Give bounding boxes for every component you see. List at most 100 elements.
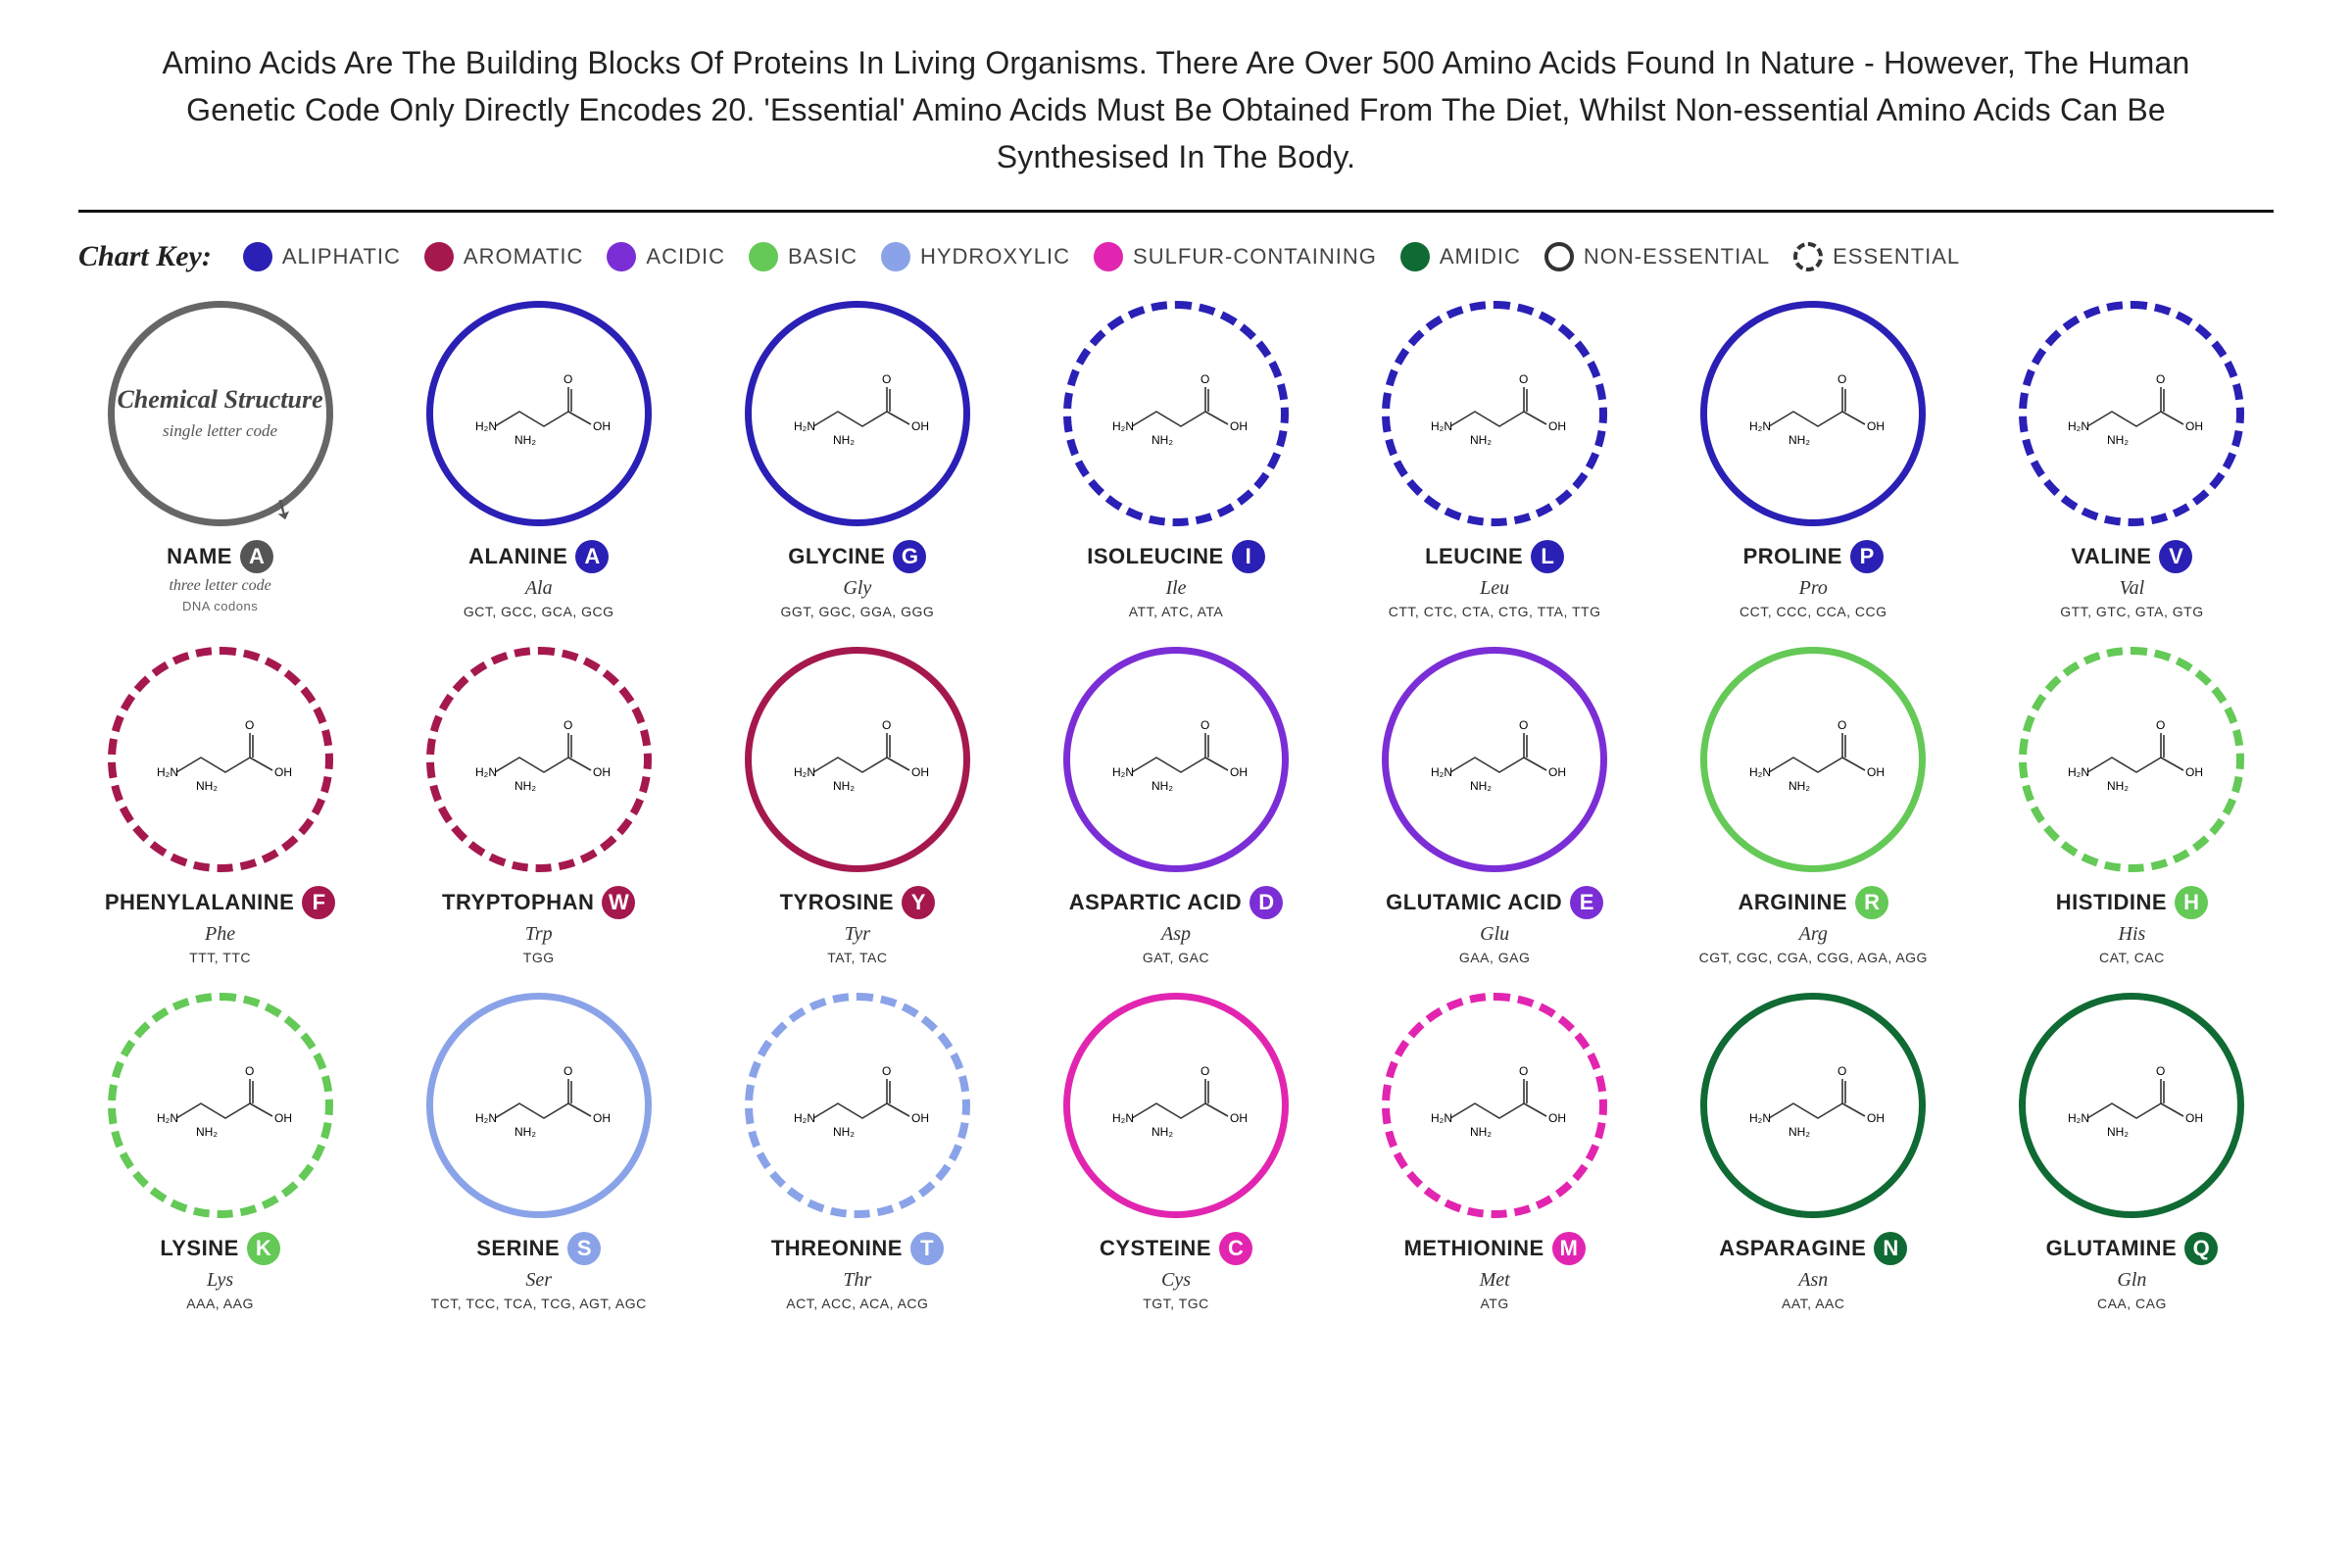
acid-letter-badge: I	[1232, 540, 1265, 573]
svg-text:O: O	[882, 718, 891, 732]
dashed-ring-icon	[1793, 242, 1823, 271]
chart-key: Chart Key: ALIPHATIC AROMATIC ACIDIC BAS…	[78, 240, 2274, 273]
acid-circle: H₂N O OH NH₂	[1063, 993, 1289, 1218]
acid-circle: H₂N O OH NH₂	[108, 647, 333, 872]
acid-name: PROLINE	[1743, 544, 1842, 569]
acid-codons: TGG	[523, 950, 555, 965]
svg-text:OH: OH	[1230, 1111, 1248, 1125]
svg-text:NH₂: NH₂	[2107, 433, 2129, 447]
legend-hydroxylic: HYDROXYLIC	[881, 242, 1070, 271]
acid-codons: GAA, GAG	[1459, 950, 1530, 965]
acid-codons: GTT, GTC, GTA, GTG	[2060, 604, 2203, 619]
svg-text:O: O	[1200, 1064, 1209, 1078]
svg-text:NH₂: NH₂	[1470, 779, 1492, 793]
acid-letter-badge: N	[1874, 1232, 1907, 1265]
legend-label: SULFUR-CONTAINING	[1133, 244, 1377, 270]
legend-label: HYDROXYLIC	[920, 244, 1070, 270]
acid-three-letter-code: Ser	[525, 1269, 552, 1292]
acid-name: ALANINE	[468, 544, 567, 569]
acid-codons: GGT, GGC, GGA, GGG	[780, 604, 934, 619]
chemical-structure-icon: H₂N O OH NH₂	[2058, 713, 2205, 807]
acid-circle: H₂N O OH NH₂	[108, 993, 333, 1218]
acid-codons: TCT, TCC, TCA, TCG, AGT, AGC	[431, 1296, 647, 1311]
chemical-structure-icon: H₂N O OH NH₂	[147, 1059, 294, 1152]
acid-codons: GCT, GCC, GCA, GCG	[464, 604, 614, 619]
legend-label: ESSENTIAL	[1833, 244, 1960, 270]
svg-text:O: O	[564, 718, 572, 732]
svg-text:NH₂: NH₂	[1470, 433, 1492, 447]
svg-text:O: O	[1200, 372, 1209, 386]
acid-name: GLUTAMINE	[2046, 1236, 2178, 1261]
acid-three-letter-code: Arg	[1799, 923, 1828, 946]
acid-card-i: H₂N O OH NH₂ ISOLEUCINE I Ile ATT, ATC, …	[1034, 301, 1317, 619]
acid-letter-badge: P	[1850, 540, 1884, 573]
svg-text:NH₂: NH₂	[2107, 779, 2129, 793]
svg-text:NH₂: NH₂	[1788, 1125, 1810, 1139]
svg-text:NH₂: NH₂	[514, 433, 536, 447]
acid-name: ARGININE	[1738, 890, 1847, 915]
svg-text:H₂N: H₂N	[1112, 419, 1134, 433]
acid-circle: H₂N O OH NH₂	[1382, 301, 1607, 526]
template-card: Chemical Structure single letter code ➘ …	[78, 301, 362, 619]
svg-text:H₂N: H₂N	[1749, 765, 1771, 779]
svg-text:NH₂: NH₂	[833, 433, 855, 447]
template-circle: Chemical Structure single letter code ➘	[108, 301, 333, 526]
acid-letter-badge: K	[247, 1232, 280, 1265]
svg-text:H₂N: H₂N	[157, 1111, 178, 1125]
svg-text:O: O	[245, 718, 254, 732]
ring-icon	[1544, 242, 1574, 271]
acid-three-letter-code: Lys	[207, 1269, 233, 1292]
acid-letter-badge: H	[2175, 886, 2208, 919]
chemical-structure-icon: H₂N O OH NH₂	[1740, 368, 1886, 461]
svg-text:NH₂: NH₂	[196, 779, 218, 793]
svg-text:NH₂: NH₂	[514, 779, 536, 793]
svg-text:NH₂: NH₂	[1152, 779, 1173, 793]
svg-text:OH: OH	[1548, 1111, 1566, 1125]
svg-text:H₂N: H₂N	[157, 765, 178, 779]
acid-name: VALINE	[2071, 544, 2151, 569]
divider-rule	[78, 210, 2274, 213]
acid-card-q: H₂N O OH NH₂ GLUTAMINE Q Gln CAA, CAG	[1990, 993, 2274, 1311]
acid-three-letter-code: Cys	[1161, 1269, 1191, 1292]
chemical-structure-icon: H₂N O OH NH₂	[2058, 368, 2205, 461]
acid-three-letter-code: Gln	[2117, 1269, 2146, 1292]
acid-circle: H₂N O OH NH₂	[1063, 647, 1289, 872]
svg-text:H₂N: H₂N	[2068, 419, 2089, 433]
svg-text:OH: OH	[1867, 1111, 1885, 1125]
acid-letter-badge: Y	[902, 886, 935, 919]
acid-card-m: H₂N O OH NH₂ METHIONINE M Met ATG	[1353, 993, 1637, 1311]
acid-circle: H₂N O OH NH₂	[2019, 647, 2244, 872]
legend-label: ACIDIC	[646, 244, 725, 270]
svg-text:O: O	[882, 372, 891, 386]
acid-letter-badge: M	[1552, 1232, 1586, 1265]
svg-text:O: O	[2156, 372, 2165, 386]
acid-three-letter-code: Asp	[1161, 923, 1191, 946]
acid-card-a: H₂N O OH NH₂ ALANINE A Ala GCT, GCC, GCA…	[397, 301, 680, 619]
acid-three-letter-code: His	[2119, 923, 2146, 946]
svg-text:H₂N: H₂N	[794, 1111, 815, 1125]
acid-letter-badge: T	[910, 1232, 944, 1265]
svg-text:OH: OH	[274, 765, 292, 779]
acid-letter-badge: W	[602, 886, 635, 919]
acid-card-v: H₂N O OH NH₂ VALINE V Val GTT, GTC, GTA,…	[1990, 301, 2274, 619]
chart-key-label: Chart Key:	[78, 240, 212, 273]
acid-codons: GAT, GAC	[1143, 950, 1209, 965]
svg-text:OH: OH	[593, 765, 611, 779]
acid-letter-badge: V	[2159, 540, 2192, 573]
svg-text:H₂N: H₂N	[475, 1111, 497, 1125]
acid-card-w: H₂N O OH NH₂ TRYPTOPHAN W Trp TGG	[397, 647, 680, 965]
svg-text:O: O	[1200, 718, 1209, 732]
template-codons: DNA codons	[182, 599, 258, 613]
legend-aliphatic: ALIPHATIC	[243, 242, 401, 271]
arrow-icon: ➘	[265, 489, 301, 528]
chemical-structure-icon: H₂N O OH NH₂	[784, 368, 931, 461]
svg-text:O: O	[1838, 718, 1846, 732]
svg-text:NH₂: NH₂	[833, 1125, 855, 1139]
svg-text:O: O	[1838, 372, 1846, 386]
acid-card-s: H₂N O OH NH₂ SERINE S Ser TCT, TCC, TCA,…	[397, 993, 680, 1311]
acid-circle: H₂N O OH NH₂	[1700, 647, 1926, 872]
legend-label: AROMATIC	[464, 244, 583, 270]
acid-circle: H₂N O OH NH₂	[1700, 993, 1926, 1218]
svg-text:NH₂: NH₂	[1788, 433, 1810, 447]
acid-three-letter-code: Pro	[1799, 577, 1828, 600]
